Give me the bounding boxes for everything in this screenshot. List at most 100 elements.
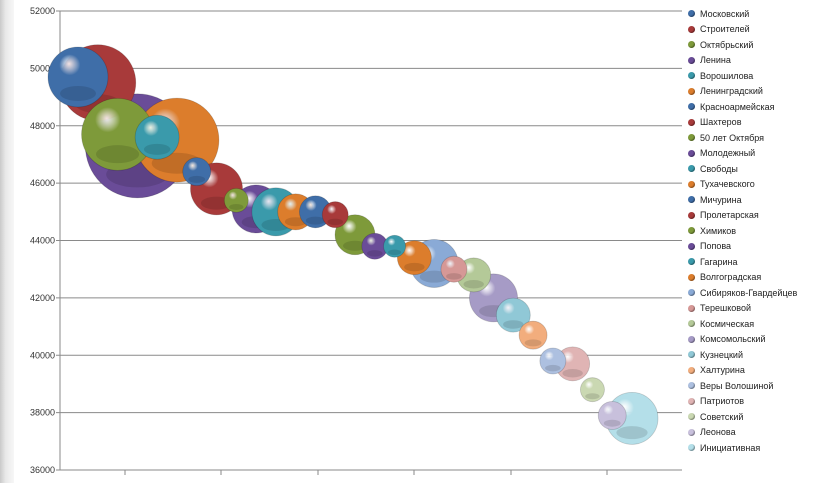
- bubble-shade: [463, 280, 484, 289]
- bubble-shade: [503, 320, 524, 329]
- legend-item: Химиков: [688, 223, 812, 239]
- legend-item: Строителей: [688, 22, 812, 38]
- legend-swatch: [688, 41, 695, 49]
- y-tick-label: 44000: [30, 236, 55, 246]
- bubble-28: [597, 401, 627, 430]
- y-tick-label: 48000: [30, 121, 55, 131]
- legend-item: Сибиряков-Гвардейцев: [688, 285, 812, 301]
- legend-item: Тухачевского: [688, 177, 812, 193]
- legend-label: Советский: [700, 411, 744, 422]
- legend-item: Космическая: [688, 316, 812, 332]
- bubble-27: [580, 377, 605, 403]
- bubble-shade: [524, 339, 542, 347]
- y-tick-label: 46000: [30, 178, 55, 188]
- y-tick-label: 42000: [30, 293, 55, 303]
- bubble-shade: [327, 218, 344, 226]
- legend-item: Молодежный: [688, 146, 812, 162]
- legend-label: Пролетарская: [700, 210, 759, 221]
- bubble-shade: [305, 216, 326, 225]
- legend-swatch: [688, 227, 695, 235]
- bubbles: [47, 44, 659, 445]
- legend-label: Волгоградская: [700, 272, 762, 283]
- bubble-shade: [603, 419, 621, 427]
- legend-swatch: [688, 444, 695, 452]
- bubble-shade: [343, 240, 367, 251]
- legend-item: Ворошилова: [688, 68, 812, 84]
- legend-label: Инициативная: [700, 442, 761, 453]
- legend-swatch: [688, 180, 695, 188]
- bubble-shade: [419, 270, 449, 283]
- legend-swatch: [688, 428, 695, 436]
- legend-label: Свободы: [700, 163, 738, 174]
- legend-label: Октябрьский: [700, 39, 754, 50]
- y-tick-label: 50000: [30, 63, 55, 73]
- legend-item: Терешковой: [688, 301, 812, 317]
- legend-swatch: [688, 25, 695, 33]
- legend-item: Патриотов: [688, 394, 812, 410]
- legend-label: Ленинградский: [700, 86, 763, 97]
- bubble-shade: [387, 249, 402, 256]
- legend-label: Молодежный: [700, 148, 756, 159]
- legend-label: Мичурина: [700, 194, 742, 205]
- y-tick-label: 36000: [30, 465, 55, 475]
- legend-item: Ленинградский: [688, 84, 812, 100]
- legend-item: Комсомольский: [688, 332, 812, 348]
- legend-label: Терешковой: [700, 303, 751, 314]
- legend-item: 50 лет Октября: [688, 130, 812, 146]
- legend-label: Ворошилова: [700, 70, 754, 81]
- legend-label: Строителей: [700, 24, 750, 35]
- legend-swatch: [688, 397, 695, 405]
- legend-swatch: [688, 366, 695, 374]
- y-tick-label: 52000: [30, 6, 55, 16]
- bubble-7: [182, 157, 212, 187]
- bubble-shade: [188, 175, 206, 183]
- legend-label: Халтурина: [700, 365, 745, 376]
- legend-label: Московский: [700, 8, 750, 19]
- bubble-23: [495, 297, 531, 333]
- legend-label: Шахтеров: [700, 117, 742, 128]
- bubble-9: [223, 187, 249, 213]
- y-tick-label: 40000: [30, 350, 55, 360]
- legend-swatch: [688, 134, 695, 142]
- legend-swatch: [688, 289, 695, 297]
- legend-item: Халтурина: [688, 363, 812, 379]
- legend-item: Октябрьский: [688, 37, 812, 53]
- legend-swatch: [688, 351, 695, 359]
- legend-item: Московский: [688, 6, 812, 22]
- legend-swatch: [688, 165, 695, 173]
- legend-label: Сибиряков-Гвардейцев: [700, 287, 798, 298]
- legend-swatch: [688, 335, 695, 343]
- bubble-1: [47, 46, 109, 108]
- bubble-shade: [562, 368, 583, 378]
- legend-swatch: [688, 304, 695, 312]
- bubble-shade: [446, 273, 462, 280]
- legend-item: Веры Волошиной: [688, 378, 812, 394]
- legend-item: Гагарина: [688, 254, 812, 270]
- legend-label: Комсомольский: [700, 334, 766, 345]
- legend-swatch: [688, 211, 695, 219]
- legend-label: Кузнецкий: [700, 349, 743, 360]
- legend-label: Веры Волошиной: [700, 380, 774, 391]
- legend-swatch: [688, 242, 695, 250]
- legend-swatch: [688, 118, 695, 126]
- legend-swatch: [688, 10, 695, 18]
- legend-item: Кузнецкий: [688, 347, 812, 363]
- legend-swatch: [688, 149, 695, 157]
- legend-item: Попова: [688, 239, 812, 255]
- legend-label: Космическая: [700, 318, 755, 329]
- legend-item: Инициативная: [688, 440, 812, 456]
- bubble-shade: [95, 145, 140, 164]
- bubble-shade: [284, 217, 307, 227]
- side-bevel: [0, 0, 14, 483]
- bubble-5: [134, 114, 180, 160]
- legend-swatch: [688, 56, 695, 64]
- legend-item: Советский: [688, 409, 812, 425]
- legend-label: Химиков: [700, 225, 737, 236]
- legend-item: Свободы: [688, 161, 812, 177]
- bubble-24: [518, 320, 548, 350]
- bubble-shade: [616, 426, 648, 440]
- legend-label: Ленина: [700, 55, 731, 66]
- legend-swatch: [688, 273, 695, 281]
